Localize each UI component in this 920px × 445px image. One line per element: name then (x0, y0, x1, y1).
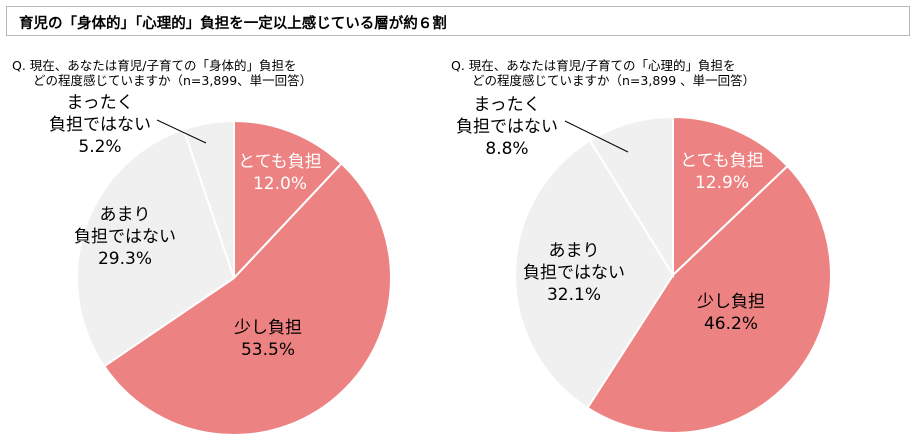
slice-label-not-very-heavy-psychological: あまり負担ではない 32.1% (523, 241, 625, 305)
slice-label-line-not-very-heavy-physical: 負担ではない (74, 227, 176, 247)
slice-label-line-not-at-all-heavy-physical: まったく (66, 93, 133, 113)
slice-label-line-not-at-all-heavy-psychological: まったく (473, 95, 540, 115)
pie-slice-not-very-heavy-psychological (514, 139, 675, 410)
pie-slice-not-at-all-heavy-psychological (588, 115, 674, 279)
slice-value-very-heavy-psychological: 12.9% (695, 173, 749, 193)
leader-line-psychological (564, 120, 629, 153)
slice-value-not-very-heavy-psychological: 32.1% (547, 285, 601, 305)
slice-value-not-at-all-heavy-psychological: 8.8% (485, 139, 528, 159)
slice-label-line-very-heavy-psychological: とても負担 (680, 151, 764, 171)
question-psychological-line2: どの程度感じていますか（n=3,899 、単一回答） (472, 73, 756, 88)
slice-label-line-somewhat-heavy-physical: 少し負担 (234, 318, 302, 338)
slice-value-not-at-all-heavy-physical: 5.2% (78, 137, 121, 157)
pie-slice-very-heavy-psychological (672, 115, 789, 278)
pie-slice-not-at-all-heavy-physical (182, 119, 235, 279)
pie-slice-somewhat-heavy-physical (102, 162, 392, 436)
pie-slice-somewhat-heavy-psychological (586, 164, 832, 434)
slice-label-not-very-heavy-physical: あまり負担ではない 29.3% (74, 205, 176, 269)
slice-value-very-heavy-physical: 12.0% (253, 174, 307, 194)
pie-slice-not-very-heavy-physical (76, 128, 236, 368)
slice-label-very-heavy-physical: とても負担 12.0% (238, 152, 322, 194)
question-psychological-line1: Q. 現在、あなたは育児/子育ての「心理的」負担を (451, 58, 736, 73)
slice-label-somewhat-heavy-physical: 少し負担 53.5% (234, 318, 302, 360)
leader-line-physical (156, 119, 207, 144)
title-box: 育児の「身体的」「心理的」負担を一定以上感じている層が約６割 (6, 6, 910, 36)
slice-label-not-at-all-heavy-physical: まったく負担ではない 5.2% (49, 93, 151, 157)
question-physical: Q. 現在、あなたは育児/子育ての「身体的」負担を どの程度感じていますか（n=… (12, 58, 312, 88)
slice-label-not-at-all-heavy-psychological: まったく負担ではない 8.8% (456, 95, 558, 159)
slice-label-line-somewhat-heavy-psychological: 少し負担 (697, 292, 765, 312)
pie-slice-very-heavy-physical (233, 119, 343, 281)
slice-label-somewhat-heavy-psychological: 少し負担 46.2% (697, 292, 765, 334)
slice-label-line-not-at-all-heavy-psychological: 負担ではない (456, 117, 558, 137)
question-psychological: Q. 現在、あなたは育児/子育ての「心理的」負担を どの程度感じていますか（n=… (451, 58, 755, 88)
question-physical-line2: どの程度感じていますか（n=3,899、単一回答） (33, 73, 313, 88)
slice-value-somewhat-heavy-psychological: 46.2% (704, 314, 758, 334)
slice-value-somewhat-heavy-physical: 53.5% (241, 340, 295, 360)
slice-label-line-not-at-all-heavy-physical: 負担ではない (49, 115, 151, 135)
pie-chart-psychological: とても負担 12.9%少し負担 46.2%あまり負担ではない 32.1%まったく負担で… (456, 95, 832, 434)
slice-label-line-very-heavy-physical: とても負担 (238, 152, 322, 172)
question-physical-line1: Q. 現在、あなたは育児/子育ての「身体的」負担を (12, 58, 297, 73)
pie-chart-physical: とても負担 12.0%少し負担 53.5%あまり負担ではない 29.3%まったく負担で… (49, 93, 392, 436)
slice-label-line-not-very-heavy-psychological: 負担ではない (523, 263, 625, 283)
slice-value-not-very-heavy-physical: 29.3% (98, 249, 152, 269)
slice-label-very-heavy-psychological: とても負担 12.9% (680, 151, 764, 193)
slice-label-line-not-very-heavy-physical: あまり (100, 205, 151, 225)
page-title: 育児の「身体的」「心理的」負担を一定以上感じている層が約６割 (19, 16, 447, 32)
slice-label-line-not-very-heavy-psychological: あまり (549, 241, 600, 261)
